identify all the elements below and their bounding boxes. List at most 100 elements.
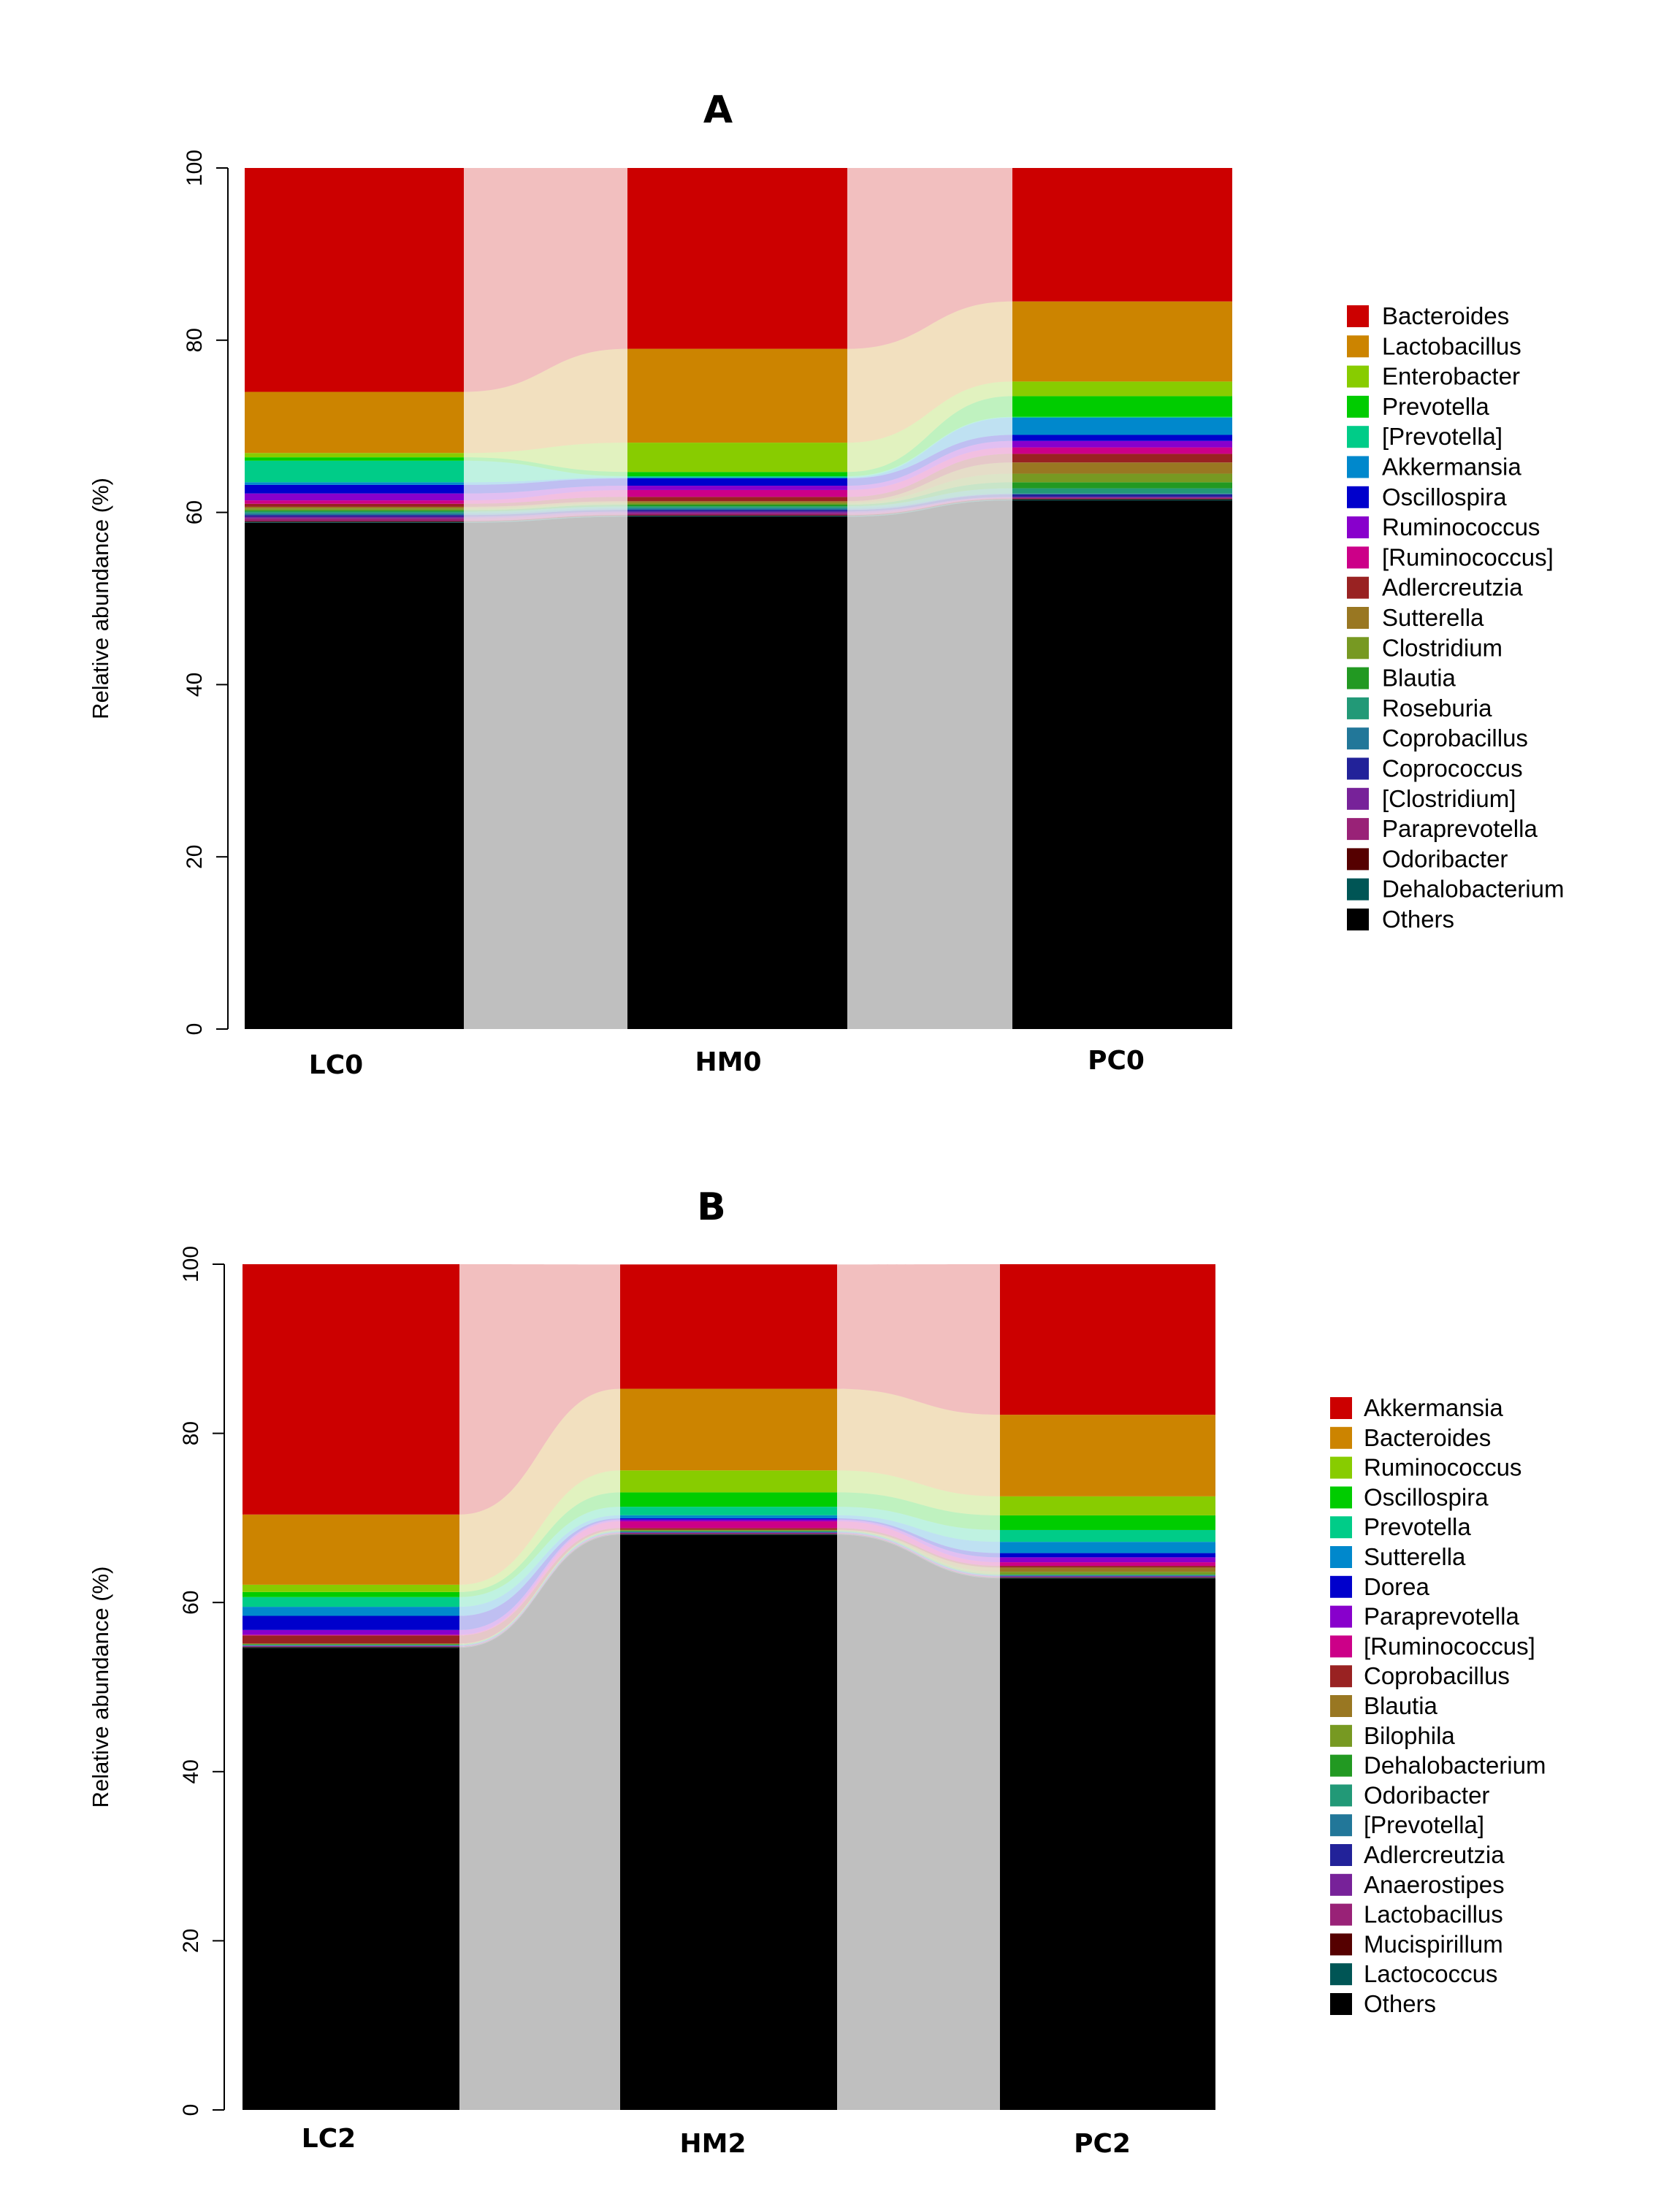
bar-segment-bacteroides bbox=[620, 1388, 837, 1471]
flow-dehalobacterium bbox=[459, 1531, 620, 1645]
y-tick-label: 20 bbox=[183, 845, 207, 869]
flow-sutterella bbox=[464, 501, 627, 509]
bar-segment-enterobacter bbox=[245, 453, 464, 458]
bar-segment-dorea bbox=[620, 1518, 837, 1520]
bar-segment-prevotella bbox=[245, 460, 464, 483]
flow-ruminococcus bbox=[464, 489, 627, 504]
flow-sutterella bbox=[459, 1515, 620, 1616]
legend-label: Akkermansia bbox=[1382, 454, 1521, 481]
bar-segment-bacteroides bbox=[1012, 168, 1232, 302]
flow-anaerostipes bbox=[837, 1532, 1000, 1578]
legend-label: Bacteroides bbox=[1382, 302, 1509, 329]
bar-segment-paraprevotella bbox=[627, 513, 847, 516]
bar-segment-others bbox=[1012, 500, 1232, 1029]
bar-segment-bacteroides bbox=[243, 1514, 459, 1585]
legend-label: Lactobacillus bbox=[1382, 332, 1521, 359]
legend-swatch bbox=[1347, 727, 1369, 750]
flow-prevotella bbox=[459, 1532, 620, 1646]
flow-dehalobacterium bbox=[837, 1531, 1000, 1575]
legend-swatch bbox=[1347, 395, 1369, 418]
y-axis-label: Relative abundance (%) bbox=[88, 478, 113, 719]
category-label: HM0 bbox=[695, 1047, 761, 1077]
bar-segment-ruminococcus bbox=[620, 1521, 837, 1529]
flow-clostridium bbox=[464, 502, 627, 511]
bar-segment-prevotella bbox=[1000, 1529, 1215, 1542]
legend-swatch bbox=[1330, 1426, 1352, 1449]
bar-segment-blautia bbox=[1000, 1567, 1215, 1572]
bar-segment-dorea bbox=[1000, 1553, 1215, 1558]
flow-lactobacillus bbox=[459, 1533, 620, 1647]
legend-label: Paraprevotella bbox=[1364, 1603, 1519, 1630]
flow-sutterella bbox=[847, 462, 1012, 503]
bar-segment-paraprevotella bbox=[243, 1629, 459, 1635]
bar-segment-lactobacillus bbox=[627, 348, 847, 443]
flow-prevotella bbox=[837, 1507, 1000, 1542]
flow-oscillospira bbox=[847, 435, 1012, 486]
legend-swatch bbox=[1330, 1814, 1352, 1837]
category-label: LC0 bbox=[309, 1050, 363, 1080]
legend-label: Prevotella bbox=[1382, 393, 1489, 420]
bar-segment-paraprevotella bbox=[1012, 497, 1232, 499]
bar-segment-coprobacillus bbox=[1000, 1566, 1215, 1568]
bar-segment-lactobacillus bbox=[245, 391, 464, 454]
legend-swatch bbox=[1330, 1695, 1352, 1717]
y-tick-label: 20 bbox=[179, 1929, 203, 1953]
bar-segment-bilophila bbox=[1000, 1572, 1215, 1575]
flow-prevotella bbox=[459, 1507, 620, 1607]
bar-segment-adlercreutzia bbox=[627, 497, 847, 502]
legend-label: Coprobacillus bbox=[1364, 1662, 1510, 1689]
legend-swatch bbox=[1347, 848, 1369, 871]
legend-swatch bbox=[1330, 1933, 1352, 1956]
flow-dorea bbox=[459, 1518, 620, 1630]
bar-segment-sutterella bbox=[627, 501, 847, 503]
flow-coprobacillus bbox=[464, 508, 627, 516]
flow-coprobacillus bbox=[459, 1528, 620, 1644]
y-tick-label: 40 bbox=[179, 1759, 203, 1783]
legend-label: Clostridium bbox=[1382, 634, 1503, 661]
flow-roseburia bbox=[464, 506, 627, 513]
bar-segment-prevotella bbox=[627, 472, 847, 477]
bar-segment-coprobacillus bbox=[245, 513, 464, 516]
bar-segment-anaerostipes bbox=[243, 1645, 459, 1647]
y-tick-label: 60 bbox=[179, 1591, 203, 1615]
legend-swatch bbox=[1330, 1397, 1352, 1419]
bar-segment-lactobacillus bbox=[620, 1533, 837, 1534]
flow-akkermansia bbox=[464, 477, 627, 485]
flow-ruminococcus bbox=[847, 440, 1012, 490]
flow-prevotella bbox=[837, 1532, 1000, 1576]
bar-segment-clostridium bbox=[627, 502, 847, 505]
legend-label: [Ruminococcus] bbox=[1364, 1632, 1535, 1659]
flow-lactococcus bbox=[459, 1534, 620, 1648]
bar-segment-sutterella bbox=[243, 1607, 459, 1616]
flow-enterobacter bbox=[464, 443, 627, 473]
legend-label: [Prevotella] bbox=[1382, 423, 1503, 450]
flow-paraprevotella bbox=[464, 513, 627, 521]
bar-segment-coprococcus bbox=[627, 510, 847, 512]
legend-label: Blautia bbox=[1364, 1692, 1438, 1719]
bar-segment-adlercreutzia bbox=[243, 1645, 459, 1646]
bar-segment-prevotella bbox=[1000, 1575, 1215, 1576]
bar-segment-bacteroides bbox=[1000, 1415, 1215, 1496]
bar-segment-dehalobacterium bbox=[620, 1531, 837, 1532]
legend-swatch bbox=[1330, 1784, 1352, 1807]
y-tick-label: 80 bbox=[179, 1421, 203, 1445]
flow-roseburia bbox=[847, 488, 1012, 508]
legend-swatch bbox=[1330, 1486, 1352, 1509]
bar-segment-akkermansia bbox=[1012, 417, 1232, 435]
legend: Akkermansia Bacteroides RuminococcusOscill… bbox=[1330, 1394, 1546, 2017]
chart-title: B bbox=[697, 1185, 726, 1229]
bar-segment-oscillospira bbox=[627, 478, 847, 486]
flow-akkermansia bbox=[459, 1264, 620, 1515]
y-tick-label: 60 bbox=[183, 500, 207, 524]
flow-blautia bbox=[847, 482, 1012, 507]
legend-swatch bbox=[1347, 305, 1369, 327]
bar-segment-enterobacter bbox=[1012, 381, 1232, 397]
flow-others bbox=[837, 1534, 1000, 2110]
legend-label: [Prevotella] bbox=[1364, 1811, 1484, 1838]
bar-segment-others bbox=[627, 516, 847, 1029]
category-label: PC0 bbox=[1088, 1046, 1145, 1076]
flow-clostridium bbox=[847, 473, 1012, 505]
flow-ruminococcus bbox=[837, 1521, 1000, 1567]
legend-label: Ruminococcus bbox=[1382, 513, 1540, 540]
legend-label: Enterobacter bbox=[1382, 363, 1520, 390]
